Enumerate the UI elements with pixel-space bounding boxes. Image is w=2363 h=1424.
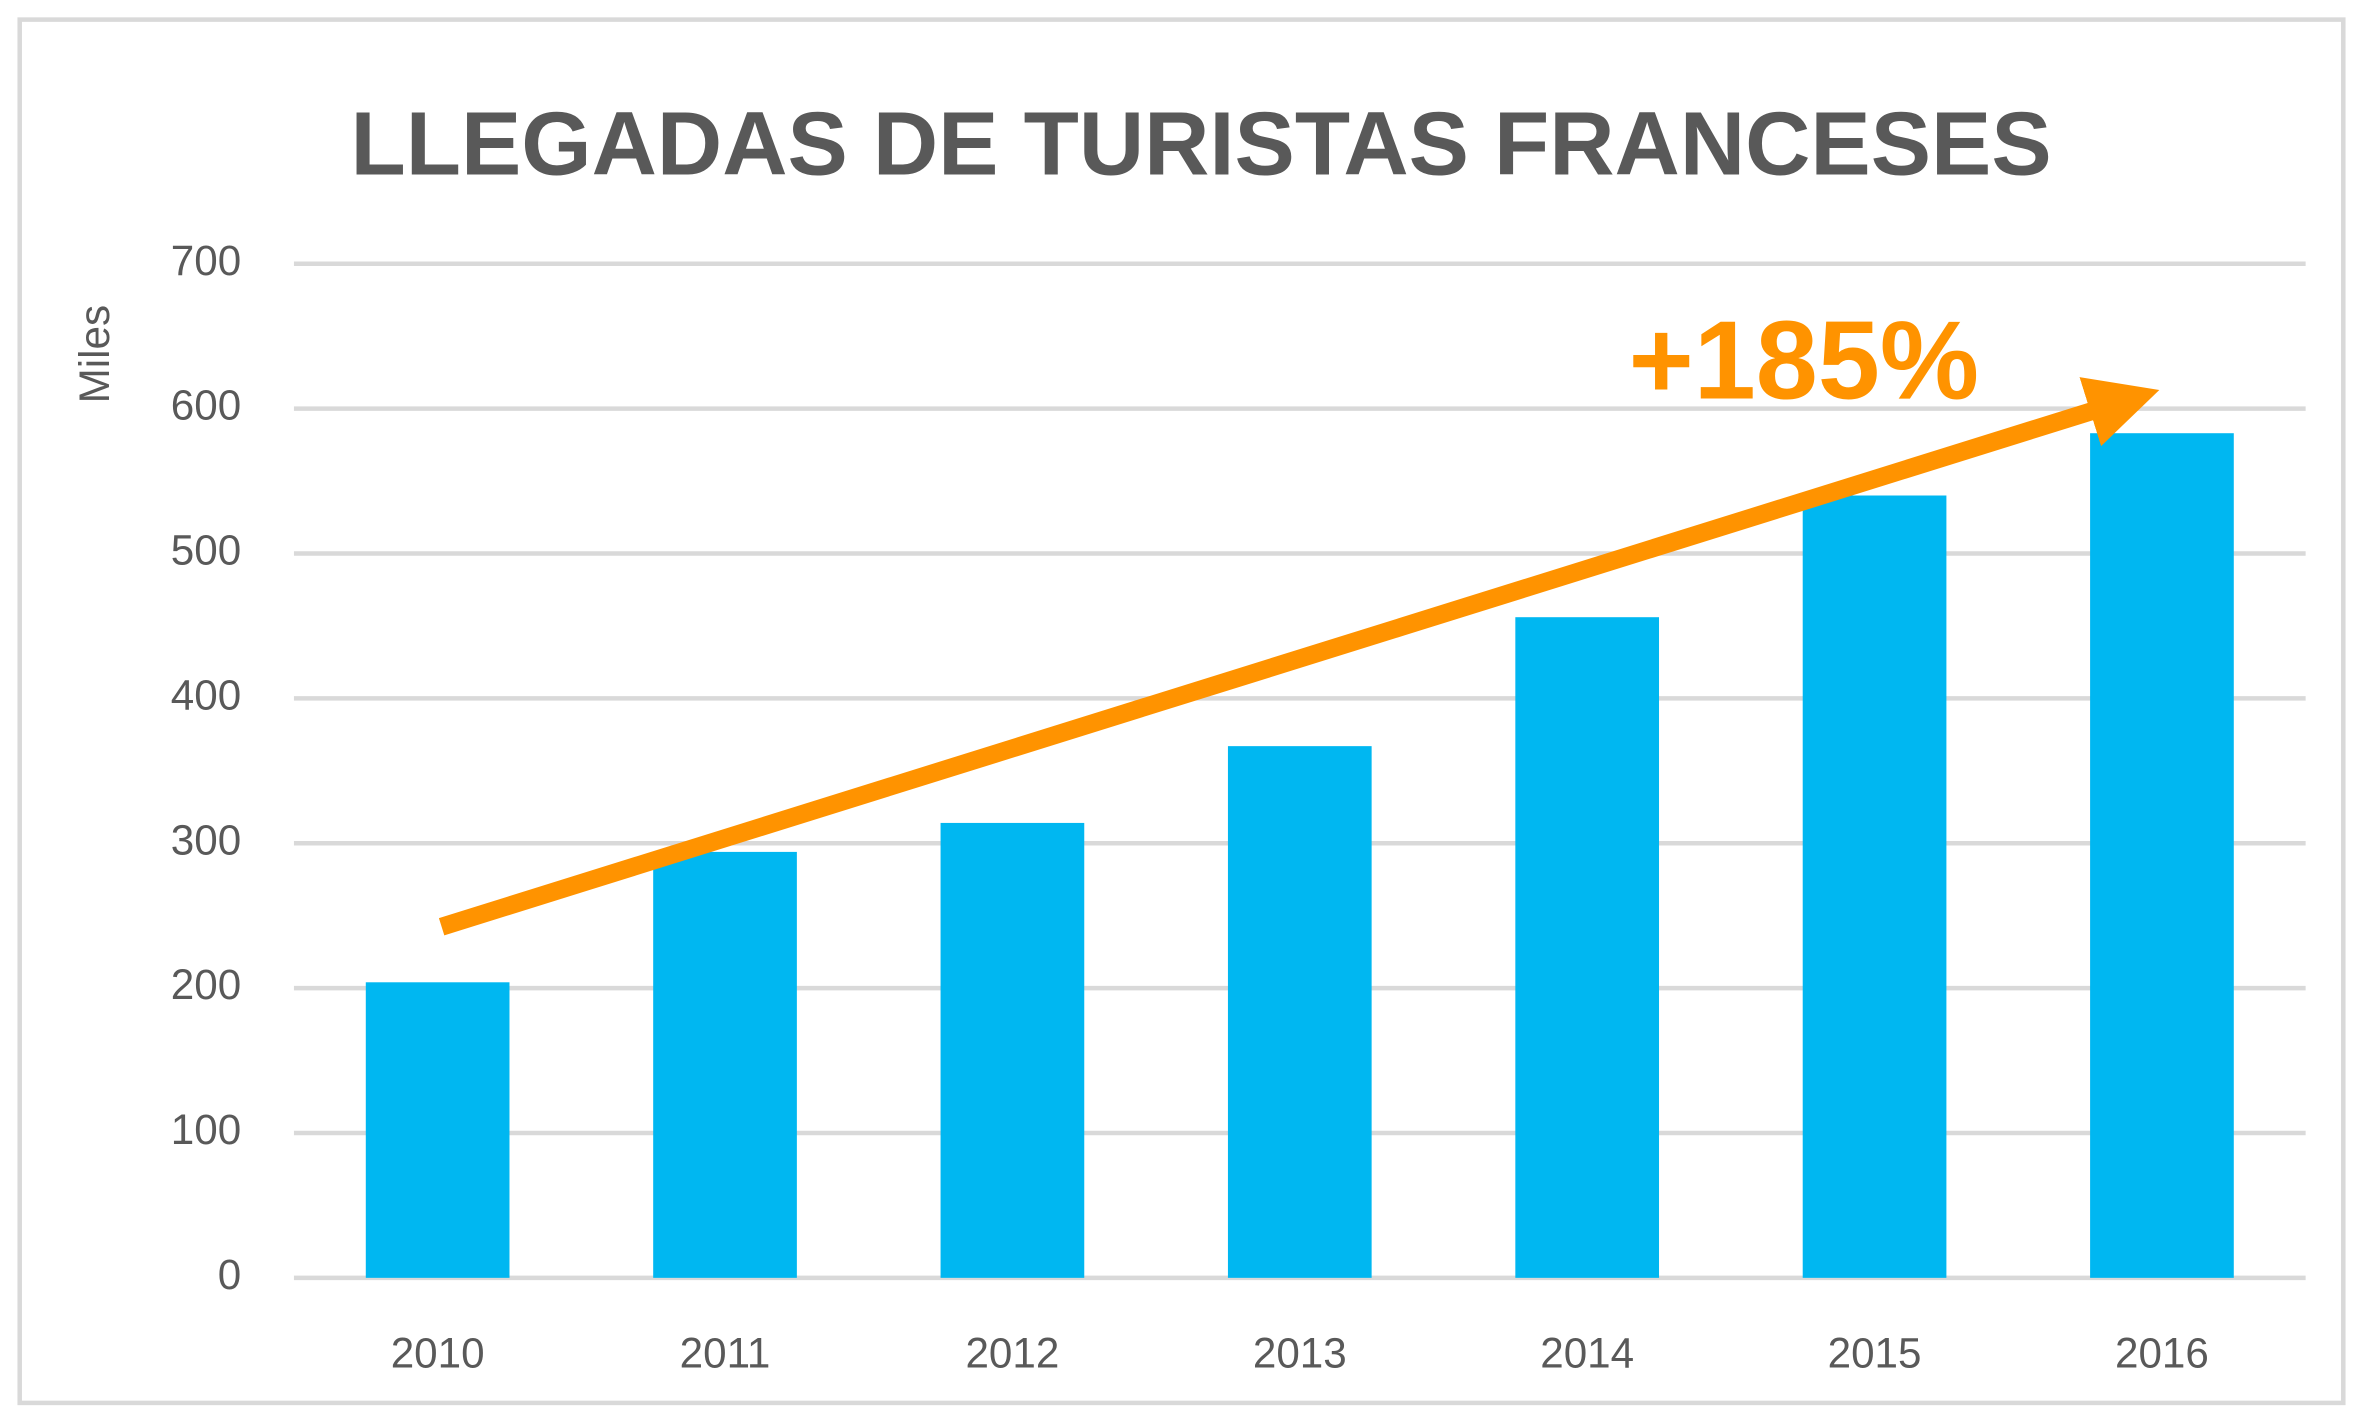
x-tick-label: 2013	[1253, 1329, 1347, 1376]
y-tick-label: 400	[171, 671, 241, 718]
y-axis-label: Miles	[71, 305, 118, 403]
trend-arrow	[438, 377, 2160, 936]
y-tick-label: 0	[218, 1251, 241, 1298]
chart-title: LLEGADAS DE TURISTAS FRANCESES	[351, 94, 2052, 195]
x-tick-label: 2015	[1828, 1329, 1922, 1376]
y-tick-label: 700	[171, 237, 241, 284]
bar	[940, 822, 1085, 1278]
x-tick-label: 2016	[2115, 1329, 2209, 1376]
y-tick-label: 500	[171, 527, 241, 574]
plot: 0 100 200 300 400 500 600 700 2010 2011 2012 2013 20…	[171, 237, 2306, 1376]
x-tick-label: 2014	[1540, 1329, 1634, 1376]
x-tick-label: 2010	[391, 1329, 485, 1376]
y-tick-label: 300	[171, 816, 241, 863]
bar	[365, 982, 510, 1278]
bar	[2090, 433, 2234, 1278]
x-tick-label: 2012	[965, 1329, 1059, 1376]
bar	[1802, 495, 1947, 1278]
bar	[1515, 617, 1660, 1278]
y-tick-label: 200	[171, 961, 241, 1008]
bar	[1227, 746, 1372, 1278]
bar	[653, 851, 797, 1278]
annotation: +185%	[1629, 298, 1979, 423]
y-tick-label: 600	[171, 382, 241, 429]
x-tick-label: 2011	[680, 1329, 771, 1376]
y-tick-label: 100	[171, 1106, 241, 1153]
